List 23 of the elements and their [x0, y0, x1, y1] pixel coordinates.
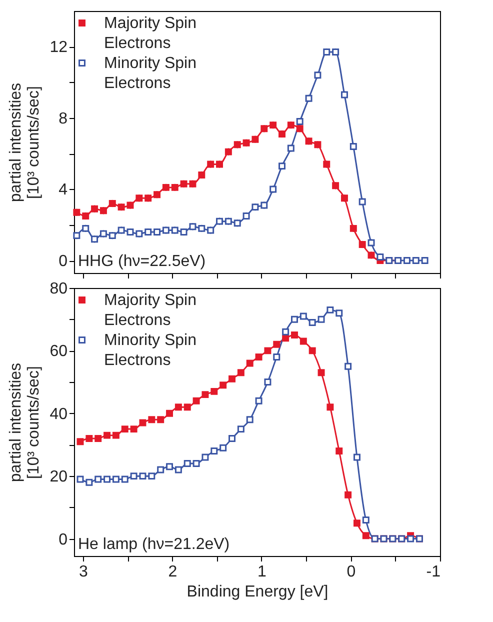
y-tick-label: 0	[58, 531, 68, 548]
y-tick-label: 60	[50, 343, 68, 360]
y-axis-title: partial intensities [10³ counts/sec]	[8, 362, 43, 482]
legend-label: Majority Spin Electrons	[104, 292, 196, 329]
x-tick-label: 0	[346, 564, 356, 580]
annotation: He lamp (hν=21.2eV)	[78, 536, 230, 553]
y-tick-label: 12	[50, 39, 68, 56]
y-tick-label: 80	[50, 280, 68, 298]
y-tick-label: 8	[58, 110, 68, 128]
y-tick-label: 20	[50, 468, 68, 486]
x-tick-label: -1	[426, 564, 441, 580]
y-axis-title: partial intensities [10³ counts/sec]	[8, 82, 43, 202]
legend-label: Majority Spin Electrons	[104, 15, 196, 52]
x-tick-label: 1	[258, 564, 267, 580]
x-axis-title: Binding Energy [eV]	[186, 584, 328, 600]
annotation: HHG (hν=22.5eV)	[78, 253, 206, 270]
x-tick-label: 3	[78, 564, 88, 580]
legend-label: Minority Spin Electrons	[104, 332, 196, 369]
y-tick-label: 4	[58, 182, 68, 199]
y-tick-label: 0	[58, 253, 68, 270]
y-tick-label: 40	[50, 406, 68, 423]
x-tick-label: 2	[168, 564, 178, 580]
legend-label: Minority Spin Electrons	[104, 55, 196, 92]
